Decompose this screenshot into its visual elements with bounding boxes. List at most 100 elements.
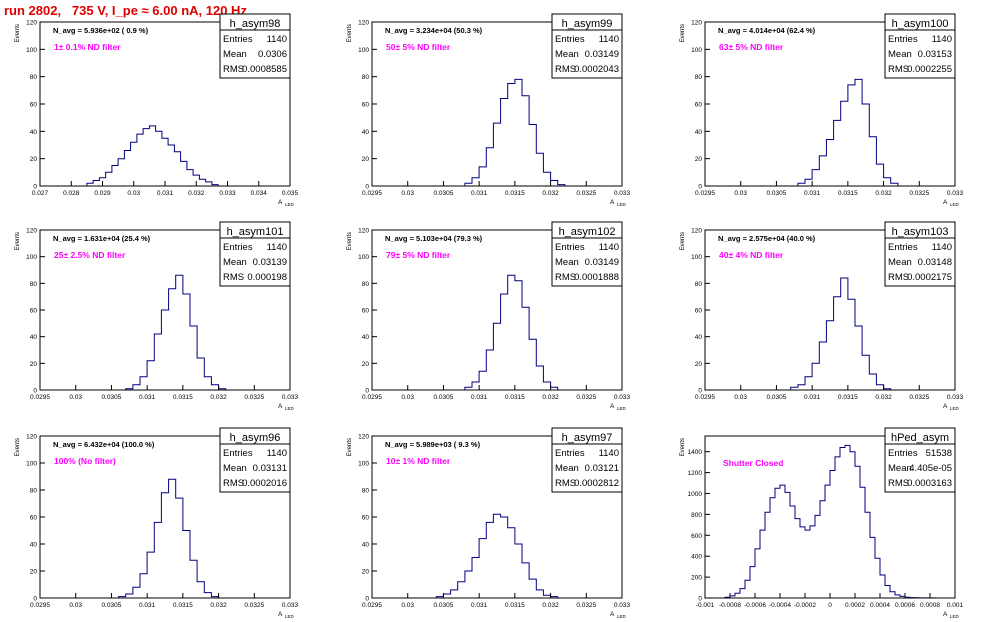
y-tick-label: 60	[695, 102, 703, 109]
histogram-line	[797, 78, 899, 186]
y-tick-label: 60	[362, 102, 370, 109]
y-tick-label: 40	[695, 129, 703, 136]
stats-box: h_asym101 Entries 1140 Mean 0.03139 RMS 0.0001…	[219, 221, 291, 287]
y-axis-label: Events	[15, 24, 21, 42]
x-tick-label: 0.032	[875, 190, 892, 197]
stats-mean-label: Mean	[888, 257, 912, 268]
y-tick-label: 80	[362, 281, 370, 288]
y-tick-label: 1000	[688, 491, 703, 498]
x-tick-label: 0.0315	[505, 190, 525, 197]
x-tick-label: 0.0295	[362, 190, 382, 197]
x-tick-label: 0.0315	[838, 394, 858, 401]
x-tick-label: 0.0295	[30, 602, 50, 609]
y-tick-label: 100	[358, 254, 369, 261]
histogram-line	[724, 444, 936, 599]
x-tick-label: 0.0295	[695, 394, 715, 401]
x-tick-label: 0.032	[542, 602, 559, 609]
stats-mean-value: 0.03149	[585, 49, 619, 60]
y-tick-label: 200	[691, 575, 702, 582]
x-tick-label: 0.0305	[433, 190, 453, 197]
filter-annotation: 50± 5% ND filter	[386, 42, 451, 52]
x-tick-label: 0.0315	[505, 394, 525, 401]
y-tick-label: 60	[30, 308, 38, 315]
x-axis-label: A	[943, 199, 948, 206]
histogram-line	[464, 274, 559, 390]
stats-rms-label: RMS	[223, 478, 244, 489]
y-axis-label: Events	[680, 232, 686, 250]
stats-mean-value: 0.03148	[918, 257, 952, 268]
x-tick-label: 0.031	[804, 190, 821, 197]
n-avg-annotation: N_avg = 1.631e+04 (25.4 %)	[53, 234, 151, 243]
histogram-panel-h_asym102: 0.0295 0.03 0.0305 0.031 0.0315 0.032 0.0325 0.…	[347, 221, 631, 411]
stats-rms-value: 0.0002016	[242, 478, 287, 489]
stats-box-title: h_asym97	[562, 432, 613, 444]
y-tick-label: 60	[695, 308, 703, 315]
x-tick-label: 0.031	[471, 190, 488, 197]
filter-annotation: Shutter Closed	[723, 458, 783, 468]
y-tick-label: 1400	[688, 449, 703, 456]
x-tick-label: 0.029	[94, 190, 111, 197]
stats-entries-value: 51538	[926, 448, 952, 459]
x-tick-label: 0.0305	[101, 602, 121, 609]
histogram-line	[790, 277, 892, 390]
y-tick-label: 80	[30, 281, 38, 288]
stats-entries-value: 1140	[599, 448, 619, 459]
y-tick-label: 120	[26, 20, 37, 27]
histogram-line	[125, 274, 227, 390]
x-axis-label-sub: LED	[950, 614, 960, 619]
y-tick-label: 60	[30, 515, 38, 522]
y-tick-label: 80	[362, 488, 370, 495]
x-tick-label: 0.033	[282, 602, 299, 609]
y-tick-label: 40	[362, 542, 370, 549]
x-tick-label: 0.0305	[101, 394, 121, 401]
y-tick-label: 60	[362, 308, 370, 315]
x-tick-label: 0.001	[947, 602, 964, 609]
x-axis-label-sub: LED	[617, 614, 627, 619]
y-tick-label: 40	[362, 334, 370, 341]
y-axis-label: Events	[680, 438, 686, 456]
x-tick-label: 0.03	[734, 394, 747, 401]
y-tick-label: 120	[26, 434, 37, 441]
filter-annotation: 10± 1% ND filter	[386, 456, 451, 466]
y-tick-label: 100	[691, 254, 702, 261]
x-tick-label: 0.031	[139, 602, 156, 609]
y-tick-label: 20	[695, 361, 703, 368]
y-tick-label: 80	[695, 281, 703, 288]
stats-rms-label: RMS	[223, 272, 244, 283]
x-tick-label: 0.03	[69, 394, 82, 401]
x-axis-label: A	[610, 403, 615, 410]
x-tick-label: 0.0325	[244, 602, 264, 609]
x-tick-label: 0.031	[804, 394, 821, 401]
x-tick-label: 0.031	[139, 394, 156, 401]
y-tick-label: 20	[30, 156, 38, 163]
y-tick-label: 0	[33, 596, 37, 603]
x-tick-label: 0.032	[210, 394, 227, 401]
stats-entries-value: 1140	[932, 242, 952, 253]
stats-rms-value: 0.0002255	[907, 64, 952, 75]
stats-mean-label: Mean	[888, 49, 912, 60]
x-tick-label: 0.0325	[244, 394, 264, 401]
x-tick-label: 0	[828, 602, 832, 609]
y-tick-label: 40	[30, 334, 38, 341]
stats-mean-value: 0.03121	[585, 463, 619, 474]
y-tick-label: 120	[691, 20, 702, 27]
stats-rms-label: RMS	[555, 64, 576, 75]
stats-rms-value: 0.0002043	[574, 64, 619, 75]
stats-entries-label: Entries	[223, 448, 253, 459]
histogram-line	[435, 513, 559, 598]
y-tick-label: 20	[30, 361, 38, 368]
x-tick-label: 0.0305	[433, 602, 453, 609]
stats-mean-label: Mean	[555, 463, 579, 474]
y-tick-label: 20	[362, 569, 370, 576]
n-avg-annotation: N_avg = 5.936e+02 ( 0.9 %)	[53, 26, 149, 35]
stats-entries-value: 1140	[599, 34, 619, 45]
x-tick-label: 0.031	[471, 602, 488, 609]
y-tick-label: 0	[698, 596, 702, 603]
x-tick-label: 0.0305	[433, 394, 453, 401]
x-tick-label: 0.0325	[576, 190, 596, 197]
stats-mean-value: 4.405e-05	[909, 463, 952, 474]
stats-box: h_asym97 Entries 1140 Mean 0.03121 RMS0.00028…	[551, 427, 623, 493]
x-tick-label: 0.0008	[920, 602, 940, 609]
y-axis-label: Events	[15, 438, 21, 456]
